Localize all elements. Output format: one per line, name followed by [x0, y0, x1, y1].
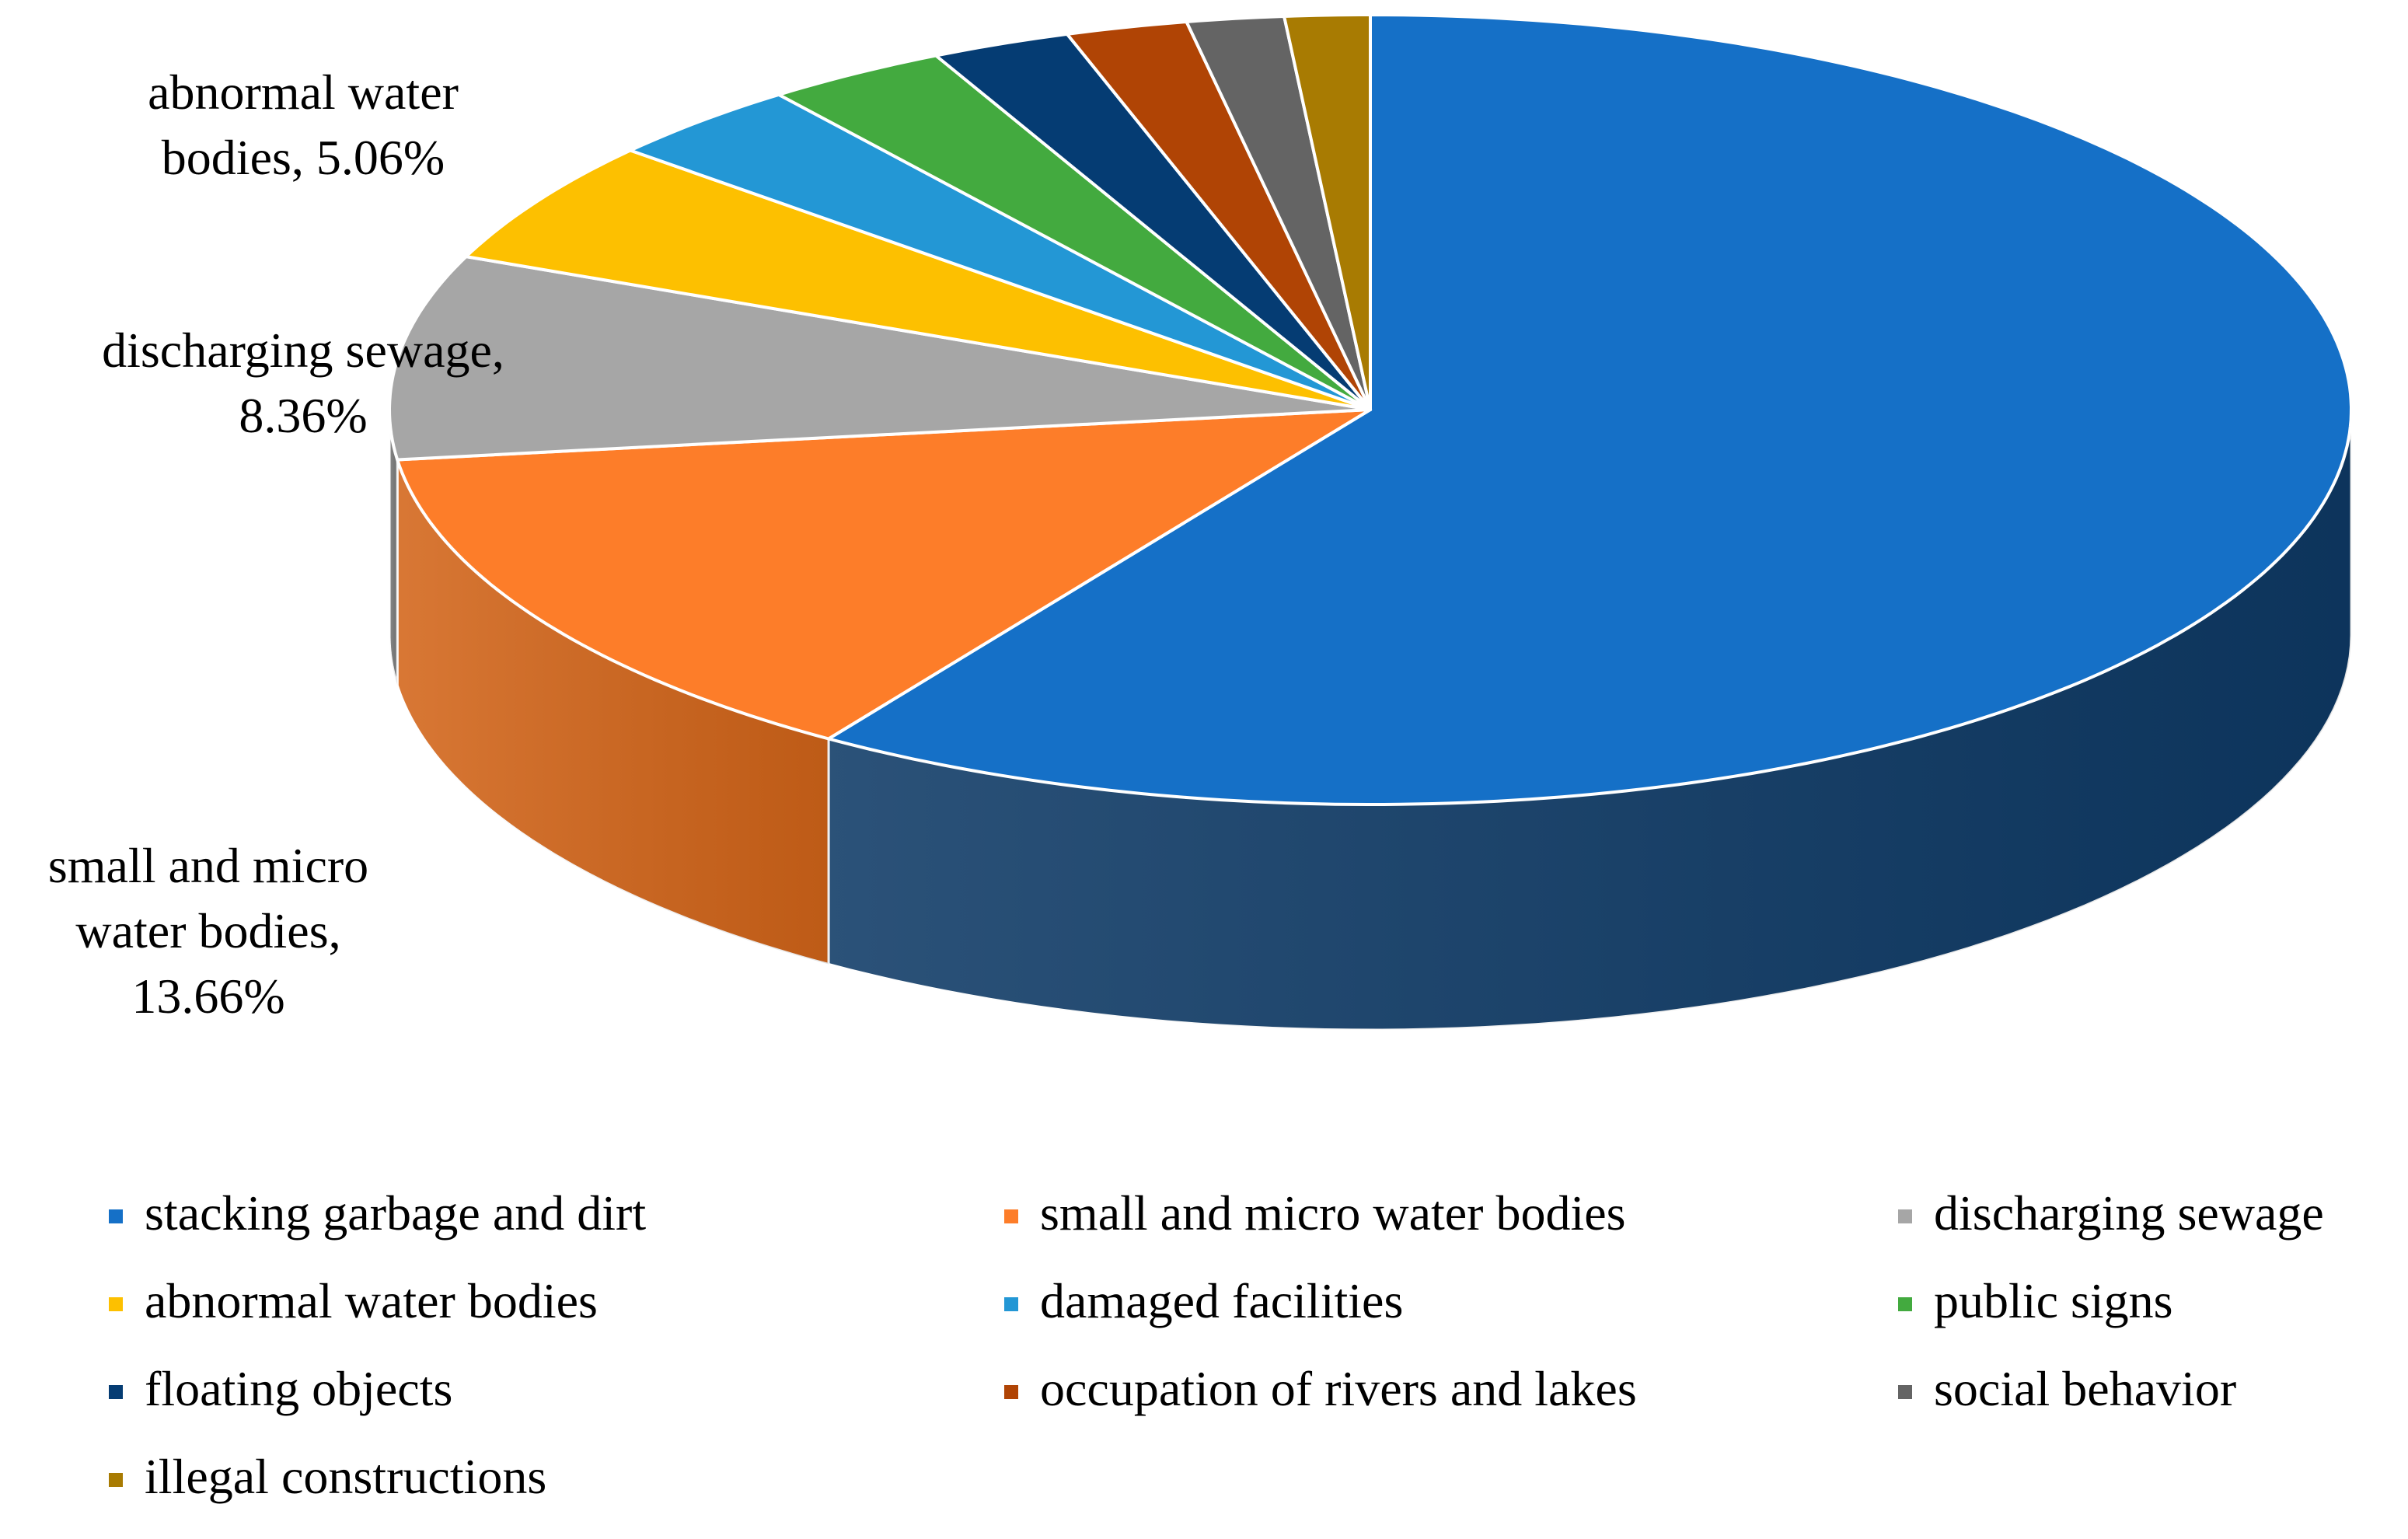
legend-label: illegal constructions — [145, 1449, 546, 1504]
slice-discharging-sewage — [388, 255, 1372, 462]
legend-item-discharging-sewage: discharging sewage — [1898, 1185, 2324, 1241]
data-label-line: bodies, 5.06% — [162, 130, 445, 185]
slice-small-and-micro-water-bodies — [396, 408, 1372, 741]
slice-side-shade-discharging-sewage — [389, 410, 398, 686]
legend-item-public-signs: public signs — [1898, 1273, 2173, 1328]
data-label-line: abnormal water — [148, 65, 459, 120]
legend-item-floating-objects: floating objects — [109, 1361, 452, 1416]
legend-label: floating objects — [145, 1361, 452, 1416]
data-label-abnormal-water-bodies: abnormal water bodies, 5.06% — [148, 65, 459, 185]
legend-swatch — [1898, 1385, 1912, 1399]
data-label-line: small and micro — [48, 838, 368, 893]
data-label-discharging-sewage: discharging sewage, 8.36% — [102, 323, 504, 443]
legend-item-illegal-constructions: illegal constructions — [109, 1449, 546, 1504]
legend-item-social-behavior: social behavior — [1898, 1361, 2236, 1416]
slice-social-behavior — [1185, 15, 1372, 411]
legend-label: occupation of rivers and lakes — [1040, 1361, 1637, 1416]
data-label-line: water bodies, — [75, 903, 340, 958]
legend-swatch — [1004, 1385, 1018, 1399]
legend-swatch — [1898, 1209, 1912, 1223]
pie-top-layer — [388, 13, 2353, 806]
data-label-small-and-micro-water-bodies: small and micro water bodies, 13.66% — [48, 838, 368, 1024]
legend-swatch — [109, 1473, 123, 1487]
slice-illegal-constructions — [1283, 13, 1372, 411]
legend-label: social behavior — [1934, 1361, 2236, 1416]
legend-label: damaged facilities — [1040, 1273, 1403, 1328]
data-label-layer: discharging sewage, 8.36% abnormal water bo… — [48, 65, 504, 1024]
slice-stacking-garbage-and-dirt — [827, 13, 2353, 806]
data-label-line: 13.66% — [131, 968, 284, 1024]
legend-swatch — [1004, 1209, 1018, 1223]
legend-swatch — [109, 1209, 123, 1223]
slice-side-shade-small-and-micro-water-bodies — [397, 459, 829, 965]
slice-side-shade-stacking-garbage-and-dirt — [829, 410, 2351, 1030]
legend-item-stacking-garbage-and-dirt: stacking garbage and dirt — [109, 1185, 646, 1241]
legend-item-small-and-micro-water-bodies: small and micro water bodies — [1004, 1185, 1626, 1241]
legend-swatch — [109, 1385, 123, 1399]
legend-label: discharging sewage — [1934, 1185, 2324, 1241]
slice-damaged-facilities — [629, 92, 1372, 411]
pie-side-layer — [388, 409, 2353, 1031]
data-label-line: discharging sewage, — [102, 323, 504, 378]
legend-swatch — [1898, 1297, 1912, 1311]
legend-label: public signs — [1934, 1273, 2173, 1328]
legend-label: small and micro water bodies — [1040, 1185, 1626, 1241]
legend-item-abnormal-water-bodies: abnormal water bodies — [109, 1273, 598, 1328]
slice-floating-objects — [934, 32, 1372, 411]
data-label-line: 8.36% — [239, 388, 367, 443]
legend-item-occupation-of-rivers-and-lakes: occupation of rivers and lakes — [1004, 1361, 1637, 1416]
slice-abnormal-water-bodies — [464, 148, 1372, 411]
legend: stacking garbage and dirt small and micro… — [109, 1185, 2324, 1504]
legend-swatch — [109, 1297, 123, 1311]
legend-item-damaged-facilities: damaged facilities — [1004, 1273, 1403, 1328]
slice-occupation-of-rivers-and-lakes — [1065, 20, 1372, 411]
legend-swatch — [1004, 1297, 1018, 1311]
slice-public-signs — [777, 54, 1372, 411]
legend-label: abnormal water bodies — [145, 1273, 598, 1328]
legend-label: stacking garbage and dirt — [145, 1185, 646, 1241]
